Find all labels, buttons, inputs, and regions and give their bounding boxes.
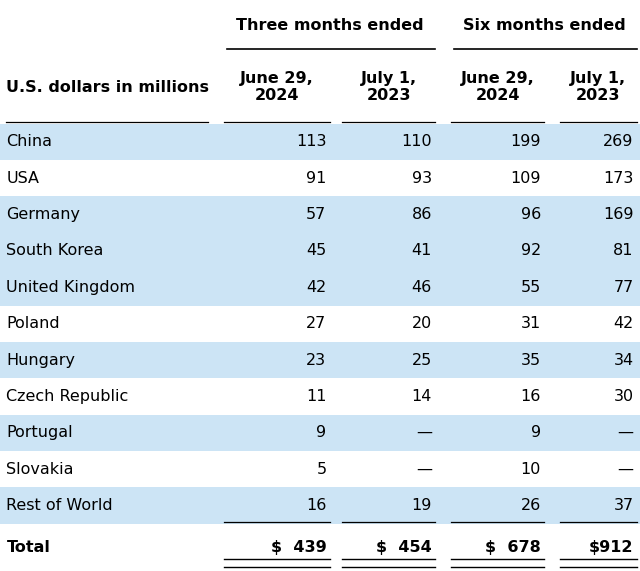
Text: —: — xyxy=(416,425,432,440)
Text: $  454: $ 454 xyxy=(376,540,432,555)
Text: Germany: Germany xyxy=(6,207,81,222)
Text: Portugal: Portugal xyxy=(6,425,73,440)
Text: 35: 35 xyxy=(521,352,541,368)
Text: $  678: $ 678 xyxy=(485,540,541,555)
Text: 109: 109 xyxy=(510,171,541,186)
Bar xyxy=(0,415,640,451)
Bar xyxy=(0,196,640,233)
Text: 30: 30 xyxy=(614,389,634,404)
Text: 20: 20 xyxy=(412,316,432,331)
Text: China: China xyxy=(6,134,52,150)
Text: Hungary: Hungary xyxy=(6,352,76,368)
Text: United Kingdom: United Kingdom xyxy=(6,280,136,295)
Text: South Korea: South Korea xyxy=(6,243,104,259)
Text: 42: 42 xyxy=(306,280,326,295)
Text: $912: $912 xyxy=(589,540,634,555)
Text: 81: 81 xyxy=(613,243,634,259)
Text: Czech Republic: Czech Republic xyxy=(6,389,129,404)
Text: 37: 37 xyxy=(614,498,634,513)
Text: 42: 42 xyxy=(613,316,634,331)
Text: $  439: $ 439 xyxy=(271,540,326,555)
Text: 9: 9 xyxy=(316,425,326,440)
Text: 25: 25 xyxy=(412,352,432,368)
Text: 57: 57 xyxy=(306,207,326,222)
Text: 31: 31 xyxy=(520,316,541,331)
Bar xyxy=(0,269,640,305)
Text: 113: 113 xyxy=(296,134,326,150)
Text: 19: 19 xyxy=(412,498,432,513)
Text: 96: 96 xyxy=(520,207,541,222)
Text: 5: 5 xyxy=(316,462,326,477)
Text: 41: 41 xyxy=(412,243,432,259)
Bar xyxy=(0,342,640,378)
Text: —: — xyxy=(416,462,432,477)
Text: Slovakia: Slovakia xyxy=(6,462,74,477)
Text: 55: 55 xyxy=(520,280,541,295)
Text: USA: USA xyxy=(6,171,40,186)
Text: Three months ended: Three months ended xyxy=(236,18,424,33)
Text: 46: 46 xyxy=(412,280,432,295)
Text: 11: 11 xyxy=(306,389,326,404)
Text: 14: 14 xyxy=(412,389,432,404)
Text: 199: 199 xyxy=(510,134,541,150)
Text: 10: 10 xyxy=(520,462,541,477)
Text: 269: 269 xyxy=(604,134,634,150)
Text: 91: 91 xyxy=(306,171,326,186)
Text: 34: 34 xyxy=(614,352,634,368)
Text: Total: Total xyxy=(6,540,51,555)
Text: U.S. dollars in millions: U.S. dollars in millions xyxy=(6,80,209,95)
Text: 92: 92 xyxy=(520,243,541,259)
Text: —: — xyxy=(618,462,634,477)
Text: July 1,
2023: July 1, 2023 xyxy=(570,71,627,103)
Text: 77: 77 xyxy=(613,280,634,295)
Text: 26: 26 xyxy=(520,498,541,513)
Text: 169: 169 xyxy=(603,207,634,222)
Text: Poland: Poland xyxy=(6,316,60,331)
Text: June 29,
2024: June 29, 2024 xyxy=(461,71,534,103)
Text: July 1,
2023: July 1, 2023 xyxy=(361,71,417,103)
Text: 93: 93 xyxy=(412,171,432,186)
Text: 45: 45 xyxy=(306,243,326,259)
Bar xyxy=(0,488,640,524)
Text: Rest of World: Rest of World xyxy=(6,498,113,513)
Bar xyxy=(0,124,640,160)
Text: 110: 110 xyxy=(401,134,432,150)
Bar xyxy=(0,233,640,269)
Text: 27: 27 xyxy=(306,316,326,331)
Text: 9: 9 xyxy=(531,425,541,440)
Text: 86: 86 xyxy=(412,207,432,222)
Text: —: — xyxy=(618,425,634,440)
Text: Six months ended: Six months ended xyxy=(463,18,625,33)
Text: June 29,
2024: June 29, 2024 xyxy=(240,71,314,103)
Text: 173: 173 xyxy=(604,171,634,186)
Text: 16: 16 xyxy=(520,389,541,404)
Text: 23: 23 xyxy=(307,352,326,368)
Text: 16: 16 xyxy=(306,498,326,513)
